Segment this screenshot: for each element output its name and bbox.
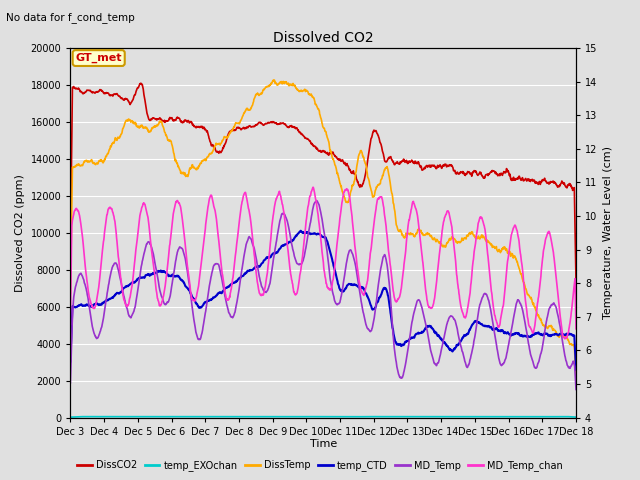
Text: No data for f_cond_temp: No data for f_cond_temp [6,12,135,23]
Y-axis label: Temperature, Water Level (cm): Temperature, Water Level (cm) [603,146,613,319]
Y-axis label: Dissolved CO2 (ppm): Dissolved CO2 (ppm) [15,174,25,292]
X-axis label: Time: Time [310,439,337,449]
Text: GT_met: GT_met [76,53,122,63]
Legend: DissCO2, temp_EXOchan, DissTemp, temp_CTD, MD_Temp, MD_Temp_chan: DissCO2, temp_EXOchan, DissTemp, temp_CT… [74,456,566,475]
Title: Dissolved CO2: Dissolved CO2 [273,32,374,46]
